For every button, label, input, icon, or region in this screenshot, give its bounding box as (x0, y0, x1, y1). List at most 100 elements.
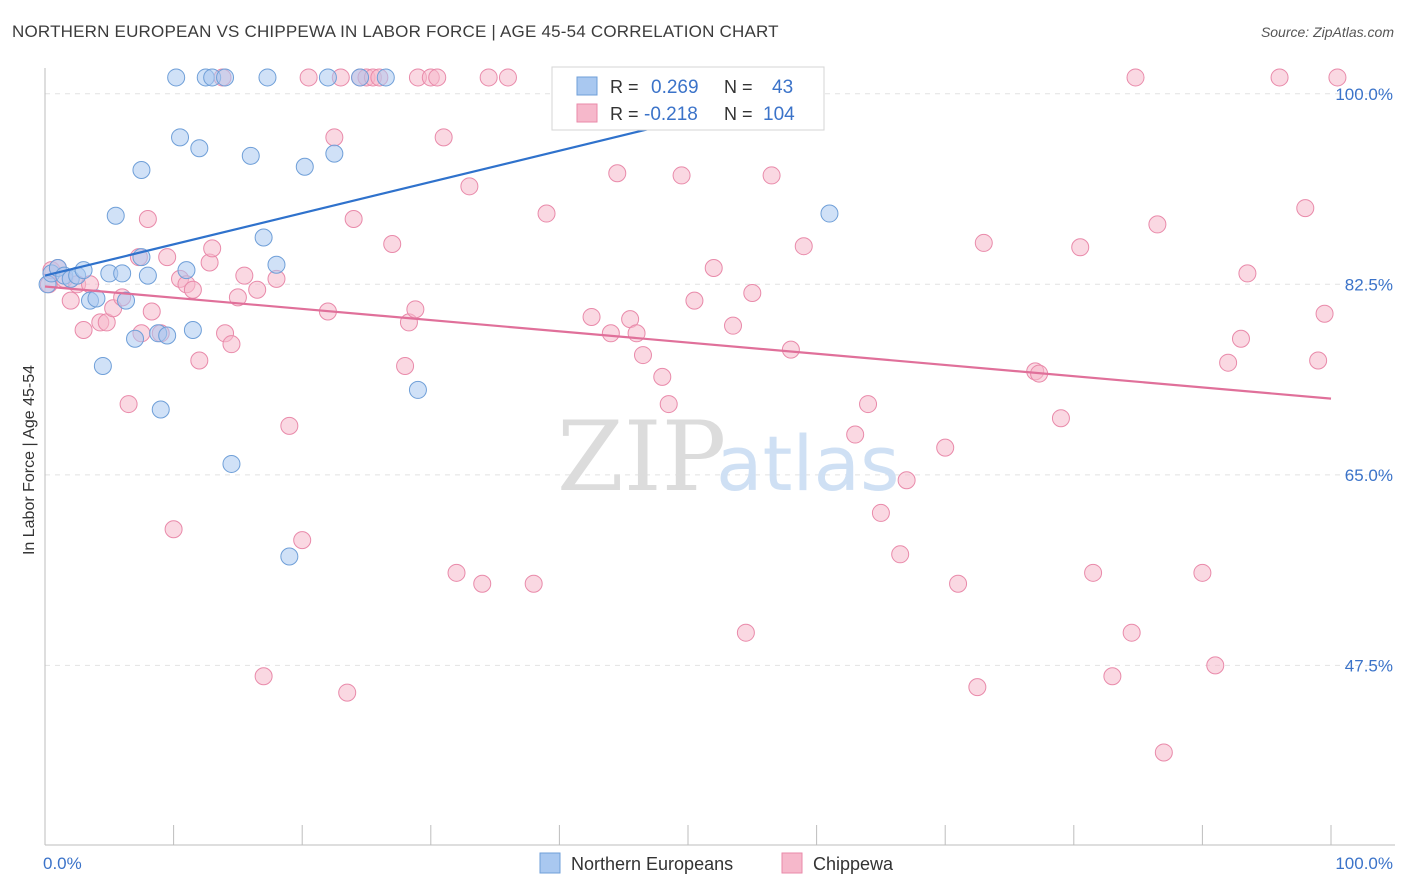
northern-europeans-point (295, 157, 314, 176)
chippewa-point (248, 280, 267, 299)
chippewa-point (479, 68, 498, 87)
legend-label-chippewa: Chippewa (813, 854, 894, 874)
chippewa-point (164, 520, 183, 539)
chippewa-point (859, 395, 878, 414)
northern-europeans-point (241, 146, 260, 165)
chippewa-point (633, 346, 652, 365)
chippewa-point (1219, 353, 1238, 372)
chippewa-point (1270, 68, 1289, 87)
chippewa-point (74, 321, 93, 340)
chippewa-point (601, 324, 620, 343)
chippewa-point (736, 623, 755, 642)
chippewa-point (1126, 68, 1145, 87)
y-tick-label: 100.0% (1335, 85, 1393, 104)
chippewa-point (1296, 199, 1315, 218)
watermark-atlas: atlas (716, 419, 900, 508)
legend-swatch-northern-europeans (539, 852, 561, 874)
chippewa-point (183, 280, 202, 299)
grid-lines (45, 93, 1395, 666)
chippewa-point (1103, 667, 1122, 686)
watermark-zip: ZIP (557, 401, 726, 513)
northern-europeans-point (138, 266, 157, 285)
stats-legend: R = 0.269 N = 43 R = -0.218 N = 104 (551, 66, 825, 131)
chippewa-point (280, 416, 299, 435)
x-tick-label: 0.0% (43, 854, 82, 873)
chippewa-point (498, 68, 517, 87)
chippewa-point (190, 351, 209, 370)
northern-europeans-point (177, 261, 196, 280)
northern-europeans-point (106, 206, 125, 225)
chippewa-point (794, 237, 813, 256)
northern-europeans-point (171, 128, 190, 147)
northern-europeans-point (408, 380, 427, 399)
chippewa-point (1231, 329, 1250, 348)
northern-europeans-point (216, 68, 235, 87)
bottom-legend: Northern Europeans Chippewa (539, 852, 894, 874)
chippewa-point (1084, 563, 1103, 582)
y-tick-label: 82.5% (1345, 275, 1393, 294)
northern-europeans-point (132, 160, 151, 179)
chippewa-point (653, 367, 672, 386)
chippewa-point (781, 340, 800, 359)
northern-europeans-point (318, 68, 337, 87)
northern-europeans-point (258, 68, 277, 87)
chippewa-point (1071, 238, 1090, 257)
chippewa-point (968, 678, 987, 697)
r-label: R = (610, 104, 639, 124)
chippewa-point (1315, 304, 1334, 323)
n-label: N = (724, 77, 753, 97)
axes (44, 68, 1395, 846)
chippewa-point (524, 574, 543, 593)
northern-europeans-point (325, 144, 344, 163)
n-value-blue: 43 (772, 77, 793, 98)
chippewa-point (897, 471, 916, 490)
chippewa-point (672, 166, 691, 185)
chippewa-point (119, 395, 138, 414)
chippewa-point (158, 248, 177, 267)
chippewa-point (254, 667, 273, 686)
northern-europeans-point (280, 547, 299, 566)
chippewa-point (293, 531, 312, 550)
chippewa-point (1193, 563, 1212, 582)
chippewa-trend-line (44, 285, 1332, 400)
chippewa-point (608, 164, 627, 183)
y-axis-label: In Labor Force | Age 45-54 (21, 365, 38, 555)
chippewa-point (338, 683, 357, 702)
chippewa-point (685, 291, 704, 310)
r-label: R = (610, 77, 639, 97)
chippewa-point (61, 291, 80, 310)
chippewa-point (428, 68, 447, 87)
chippewa-point (1154, 743, 1173, 762)
chippewa-point (936, 438, 955, 457)
northern-europeans-point (267, 255, 286, 274)
northern-europeans-point (158, 326, 177, 345)
trend-lines (44, 87, 1332, 400)
r-value-blue: 0.269 (651, 77, 699, 98)
chippewa-point (974, 233, 993, 252)
chippewa-point (871, 503, 890, 522)
legend-swatch-blue (576, 76, 598, 96)
legend-swatch-pink (576, 103, 598, 123)
chippewa-point (1309, 351, 1328, 370)
chippewa-point (222, 335, 241, 354)
chippewa-point (203, 239, 222, 258)
northern-europeans-point (254, 228, 273, 247)
northern-europeans-point (820, 204, 839, 223)
chippewa-point (724, 316, 743, 335)
x-tick-labels: 0.0% 100.0% (43, 854, 1393, 873)
chippewa-point (704, 258, 723, 277)
northern-europeans-point (183, 321, 202, 340)
chippewa-point (949, 574, 968, 593)
n-value-pink: 104 (763, 104, 795, 125)
northern-europeans-point (376, 68, 395, 87)
northern-europeans-points (38, 68, 839, 566)
northern-europeans-point (117, 291, 136, 310)
chippewa-point (1328, 68, 1347, 87)
northern-europeans-point (222, 454, 241, 473)
chippewa-point (473, 574, 492, 593)
chippewa-point (891, 545, 910, 564)
chippewa-point (1051, 409, 1070, 428)
chippewa-point (743, 284, 762, 303)
chippewa-point (299, 68, 318, 87)
